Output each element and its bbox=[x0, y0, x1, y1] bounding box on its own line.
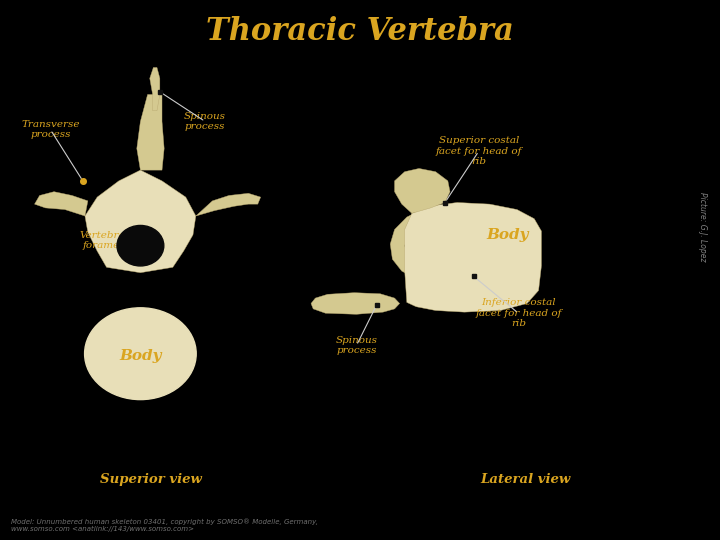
Polygon shape bbox=[35, 192, 88, 216]
Text: Thoracic Vertebra: Thoracic Vertebra bbox=[206, 16, 514, 47]
Text: Lateral view: Lateral view bbox=[480, 473, 571, 486]
Polygon shape bbox=[150, 68, 160, 111]
Text: Inferior costal
facet for head of
rib: Inferior costal facet for head of rib bbox=[475, 298, 562, 328]
Text: Spinous
process: Spinous process bbox=[184, 112, 226, 131]
Polygon shape bbox=[390, 206, 431, 276]
Text: Model: Unnumbered human skeleton 03401, copyright by SOMSO® Modelle, Germany,
ww: Model: Unnumbered human skeleton 03401, … bbox=[11, 518, 318, 532]
Polygon shape bbox=[311, 293, 400, 314]
Text: Superior view: Superior view bbox=[100, 473, 202, 486]
Text: Picture: G.J. Lopez: Picture: G.J. Lopez bbox=[698, 192, 706, 261]
Polygon shape bbox=[137, 94, 164, 170]
Polygon shape bbox=[85, 170, 196, 273]
Text: Vertebral
foramen: Vertebral foramen bbox=[80, 231, 129, 250]
Text: Body: Body bbox=[486, 228, 529, 242]
Text: Superior costal
facet for head of
rib: Superior costal facet for head of rib bbox=[436, 136, 522, 166]
Text: Spinous
process: Spinous process bbox=[336, 336, 377, 355]
Ellipse shape bbox=[117, 226, 164, 266]
Polygon shape bbox=[196, 193, 261, 216]
Text: Transverse
process: Transverse process bbox=[21, 120, 80, 139]
Ellipse shape bbox=[85, 308, 196, 400]
Text: Body: Body bbox=[119, 349, 162, 363]
Polygon shape bbox=[395, 168, 450, 213]
Polygon shape bbox=[405, 202, 541, 312]
